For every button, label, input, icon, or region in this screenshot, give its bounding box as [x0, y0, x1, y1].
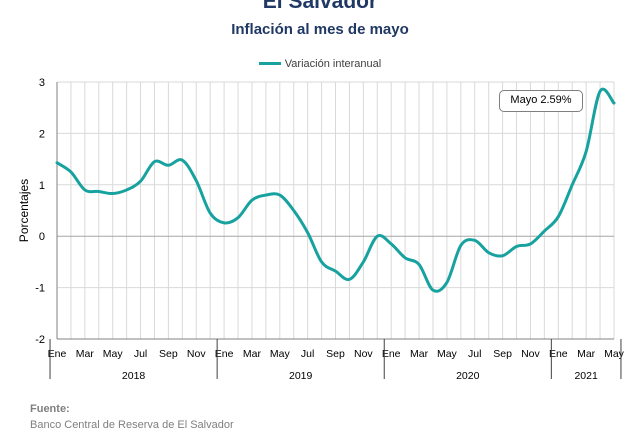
data-point [209, 212, 211, 214]
data-point [181, 159, 183, 161]
year-label: 2021 [574, 370, 598, 382]
series-line-variacion-interanual [55, 87, 616, 293]
data-point [557, 215, 559, 217]
year-label: 2020 [456, 370, 480, 382]
data-point [139, 180, 141, 182]
data-point [84, 189, 86, 191]
x-tick-label: Ene [549, 348, 568, 360]
data-point [237, 216, 239, 218]
data-point [112, 192, 114, 194]
data-point [334, 270, 336, 272]
data-point [418, 263, 420, 265]
data-point [460, 244, 462, 246]
x-tick-label: Mar [410, 348, 429, 360]
data-point [599, 90, 601, 92]
data-point [265, 194, 267, 196]
y-axis-label: Porcentajes [17, 179, 31, 242]
data-point [543, 230, 545, 232]
data-point [293, 209, 295, 211]
data-point [251, 199, 253, 201]
y-tick-label: -2 [35, 334, 45, 346]
chart-title: El Salvador [262, 0, 378, 13]
x-tick-label: Ene [382, 348, 401, 360]
data-point [167, 164, 169, 166]
data-point [125, 189, 127, 191]
data-point [501, 255, 503, 257]
data-point [529, 243, 531, 245]
data-point [446, 281, 448, 283]
data-point [98, 190, 100, 192]
source-label: Fuente: [30, 403, 70, 415]
data-point [70, 171, 72, 173]
x-tick-label: Jul [468, 348, 481, 360]
x-tick-label: Nov [187, 348, 206, 360]
data-point [195, 179, 197, 181]
data-point [56, 161, 58, 163]
x-tick-label: Jul [301, 348, 314, 360]
data-point [348, 278, 350, 280]
x-tick-label: Sep [493, 348, 512, 360]
data-point [474, 239, 476, 241]
data-point [585, 150, 587, 152]
data-point [571, 184, 573, 186]
year-label: 2018 [122, 370, 146, 382]
data-point [223, 222, 225, 224]
data-point [306, 231, 308, 233]
data-point [153, 160, 155, 162]
x-tick-label: Mar [243, 348, 262, 360]
x-tick-label: Sep [326, 348, 345, 360]
x-tick-label: Nov [354, 348, 373, 360]
x-tick-label: Ene [48, 348, 67, 360]
data-point [362, 261, 364, 263]
x-tick-label: Mar [577, 348, 596, 360]
data-point [487, 251, 489, 253]
data-point [279, 194, 281, 196]
legend-swatch [258, 61, 281, 65]
data-point [320, 261, 322, 263]
value-callout: Mayo 2.59% [499, 90, 583, 112]
y-tick-label: 1 [39, 180, 45, 192]
data-point [515, 245, 517, 247]
x-tick-label: Jul [134, 348, 147, 360]
y-tick-label: 0 [39, 231, 45, 243]
x-tick-label: Sep [159, 348, 178, 360]
x-tick-label: Mar [76, 348, 95, 360]
y-tick-label: 3 [39, 77, 45, 89]
x-tick-label: Ene [215, 348, 234, 360]
y-tick-label: 2 [39, 128, 45, 140]
x-tick-label: May [103, 348, 124, 360]
legend-label: Variación interanual [284, 58, 382, 70]
x-tick-label: Nov [521, 348, 540, 360]
x-tick-label: May [437, 348, 458, 360]
data-point [376, 235, 378, 237]
chart-subtitle: Inflación al mes de mayo [231, 21, 409, 38]
chart-legend: Variación interanual [0, 58, 640, 70]
data-point [390, 243, 392, 245]
data-point [432, 289, 434, 291]
data-point [404, 257, 406, 259]
data-point [613, 102, 615, 104]
y-tick-label: -1 [35, 283, 45, 295]
x-tick-label: May [604, 348, 625, 360]
year-label: 2019 [289, 370, 313, 382]
x-tick-label: May [270, 348, 291, 360]
source-text: Banco Central de Reserva de El Salvador [30, 419, 234, 431]
